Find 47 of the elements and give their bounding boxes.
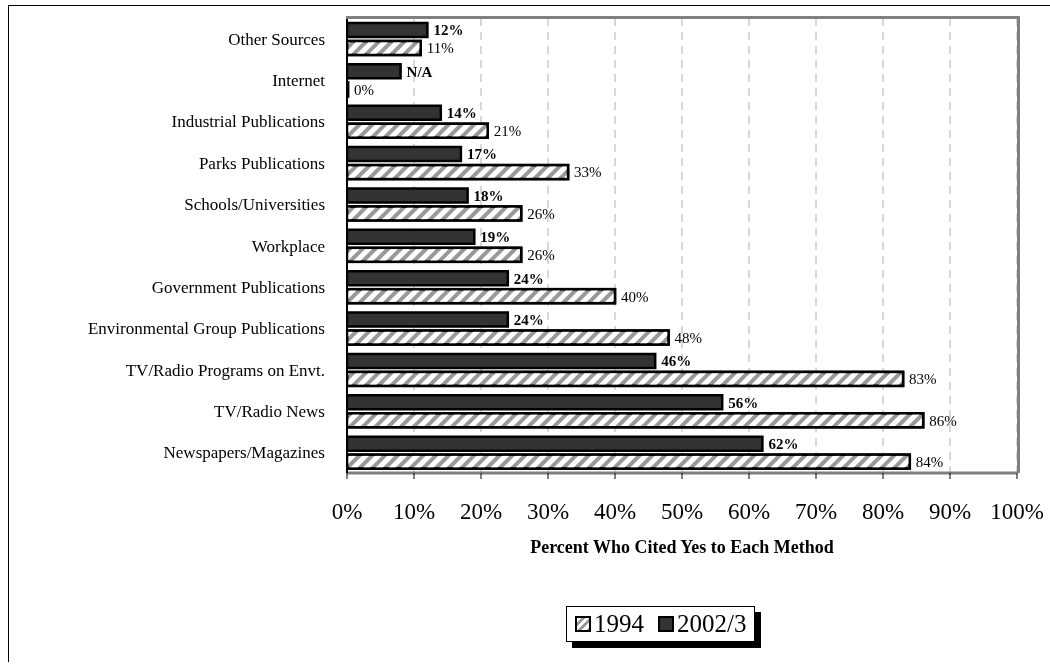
x-tick-label: 30% <box>526 499 570 525</box>
x-tick-label: 60% <box>727 499 771 525</box>
data-label: 46% <box>661 353 692 370</box>
x-tick-label: 10% <box>392 499 436 525</box>
data-label: 56% <box>728 394 759 411</box>
x-tick-label: 100% <box>990 499 1044 525</box>
y-tick-label: TV/Radio Programs on Envt. <box>125 360 325 380</box>
y-tick-label: Industrial Publications <box>171 112 325 132</box>
data-label: 62% <box>768 435 799 452</box>
data-label: 11% <box>426 40 454 57</box>
data-label: 19% <box>480 229 511 246</box>
x-tick-label: 70% <box>794 499 838 525</box>
data-label: 0% <box>354 81 374 98</box>
y-tick-label: TV/Radio News <box>214 401 325 421</box>
x-tick-label: 40% <box>593 499 637 525</box>
data-label: 12% <box>433 22 464 39</box>
data-label: 48% <box>674 329 703 346</box>
data-label: 18% <box>473 187 504 204</box>
y-tick-label: Internet <box>272 71 326 91</box>
y-tick-label: Government Publications <box>151 277 325 297</box>
y-tick-label: Workplace <box>251 236 325 256</box>
data-label: 24% <box>513 311 544 328</box>
data-label: 21% <box>493 123 522 140</box>
y-tick-label: Environmental Group Publications <box>87 319 325 339</box>
x-tick-label: 90% <box>928 499 972 525</box>
y-tick-label: Parks Publications <box>198 153 325 173</box>
data-label: 17% <box>466 146 497 163</box>
data-label: 86% <box>929 412 957 429</box>
data-label: 33% <box>574 164 602 181</box>
x-tick-label: 80% <box>861 499 905 525</box>
data-label: 26% <box>527 247 555 264</box>
x-tick-label: 20% <box>459 499 503 525</box>
legend-label: 1994 <box>594 610 644 638</box>
data-label: 84% <box>915 453 944 470</box>
legend-label: 2002/3 <box>677 610 747 638</box>
data-label: 83% <box>909 371 937 388</box>
x-axis-title: Percent Who Cited Yes to Each Method <box>530 537 834 557</box>
y-tick-label: Newspapers/Magazines <box>163 443 325 463</box>
y-tick-label: Other Sources <box>228 29 325 49</box>
y-tick-label: Schools/Universities <box>184 195 325 215</box>
data-label: 14% <box>446 105 477 122</box>
data-label: N/A <box>406 63 433 80</box>
data-label: 40% <box>621 288 649 305</box>
x-tick-label: 50% <box>660 499 704 525</box>
x-tick-label: 0% <box>331 499 363 525</box>
data-label: 26% <box>527 205 555 222</box>
data-label: 24% <box>513 270 544 287</box>
